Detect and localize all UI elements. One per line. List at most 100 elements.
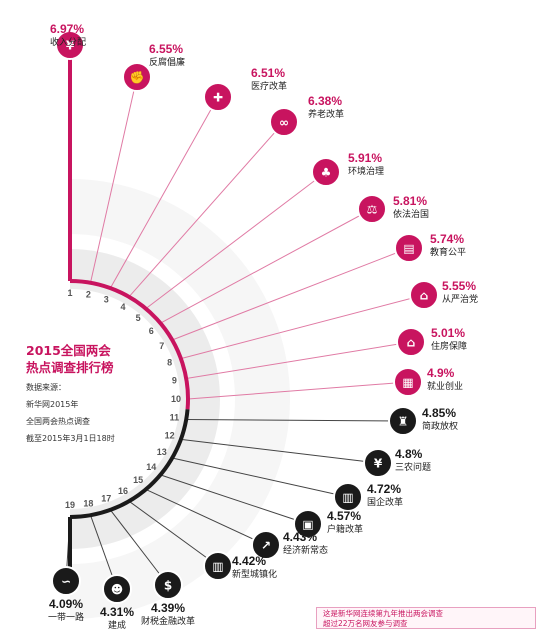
- title-block: 2015全国两会 热点调查排行榜 数据来源： 新华网2015年 全国两会热点调查…: [26, 342, 186, 444]
- marker-circle-18: [102, 574, 132, 604]
- marker-circle-16: [203, 551, 233, 581]
- rank-number-1: 1: [67, 288, 72, 298]
- wheat-icon: ¥: [374, 457, 383, 471]
- spoke-11: [186, 418, 404, 422]
- spoke-3: [109, 96, 219, 289]
- road-icon: ∽: [61, 575, 71, 589]
- spoke-15: [145, 488, 267, 546]
- spoke-5: [145, 171, 327, 310]
- marker-circle-4: [269, 107, 299, 137]
- ranking-item-10: ▦ 4.9%就业创业: [393, 366, 463, 397]
- rank-number-17: 17: [101, 494, 111, 504]
- value-label-19: 4.09%: [49, 597, 83, 611]
- source-line-2: 新华网2015年: [26, 400, 79, 409]
- spoke-14: [160, 474, 309, 525]
- rank-number-19: 19: [65, 500, 75, 510]
- marker-circle-3: [203, 82, 233, 112]
- value-label-13: 4.72%: [367, 482, 401, 496]
- ranking-item-7: ▤ 5.74%教育公平: [394, 232, 466, 263]
- value-label-10: 4.9%: [427, 366, 455, 380]
- rank-number-7: 7: [159, 341, 164, 351]
- background-mask: [0, 0, 70, 630]
- ranking-item-18: ☻ 4.31%建成: [100, 574, 134, 630]
- ranking-item-17: $4.39%财税金融改革: [141, 570, 195, 627]
- marker-circle-15: [251, 530, 281, 560]
- rank-number-10: 10: [171, 394, 181, 404]
- money-bag-icon: ¥: [66, 39, 75, 53]
- ranking-item-16: ▥ 4.42%新型城镇化: [203, 551, 277, 581]
- ranking-item-12: ¥4.8%三农问题: [363, 447, 431, 478]
- ranking-item-14: ▣ 4.57%户籍改革: [293, 509, 363, 539]
- title-line-2: 热点调查排行榜: [26, 360, 114, 375]
- spoke-4: [128, 121, 285, 298]
- ranking-item-4: ∞ 6.38%养老改革: [269, 94, 344, 137]
- value-label-9: 5.01%: [431, 326, 465, 340]
- spoke-10: [187, 381, 409, 400]
- ranking-item-3: ✚ 6.51%医疗改革: [203, 66, 287, 112]
- marker-circle-12: [363, 448, 393, 478]
- rank-number-11: 11: [170, 412, 180, 422]
- spoke-12: [180, 438, 379, 464]
- people-icon: ☻: [111, 583, 124, 597]
- value-label-3: 6.51%: [251, 66, 285, 80]
- source-line-1: 数据来源：: [26, 383, 66, 392]
- ranking-item-9: ⌂ 5.01%住房保障: [396, 326, 467, 357]
- rank-number-3: 3: [104, 294, 109, 304]
- marker-circle-13: [333, 482, 363, 512]
- value-label-11: 4.85%: [422, 406, 456, 420]
- leaf-icon: ♣: [321, 166, 332, 180]
- category-label-11: 简政放权: [422, 420, 458, 432]
- category-label-4: 养老改革: [308, 108, 344, 120]
- category-label-6: 依法治国: [393, 208, 429, 220]
- category-label-2: 反腐倡廉: [149, 56, 185, 68]
- ranking-item-11: ♜ 4.85%简政放权: [388, 406, 458, 436]
- category-label-5: 环境治理: [348, 165, 384, 177]
- value-label-7: 5.74%: [430, 232, 464, 246]
- fist-icon: ✊: [130, 71, 145, 85]
- marker-circle-11: [388, 406, 418, 436]
- rank-number-13: 13: [157, 447, 167, 457]
- city-icon: ▥: [212, 560, 223, 574]
- category-label-12: 三农问题: [395, 461, 431, 473]
- footnote-line-2: 超过22万名网友参与调查: [323, 618, 408, 628]
- marker-circle-7: [394, 233, 424, 263]
- factory-icon: ▥: [342, 491, 353, 505]
- value-label-4: 6.38%: [308, 94, 342, 108]
- spoke-8: [180, 294, 425, 360]
- value-label-18: 4.31%: [100, 605, 134, 619]
- source-line-3: 全国两会热点调查: [26, 417, 90, 426]
- marker-circle-10: [393, 367, 423, 397]
- building-icon: ⌂: [420, 289, 429, 303]
- ranking-item-2: ✊ 6.55%反腐倡廉: [122, 42, 185, 92]
- rank-number-8: 8: [167, 358, 172, 368]
- calculator-icon: ▦: [402, 376, 413, 390]
- ranking-item-5: ♣ 5.91%环境治理: [311, 151, 384, 187]
- ranking-item-8: ⌂ 5.55%从严治党: [409, 279, 478, 310]
- category-label-3: 医疗改革: [251, 80, 287, 92]
- spoke-17: [109, 509, 169, 586]
- rank-number-6: 6: [149, 326, 154, 336]
- spoke-16: [128, 500, 219, 567]
- value-label-8: 5.55%: [442, 279, 476, 293]
- marker-circle-8: [409, 280, 439, 310]
- marker-circle-5: [311, 157, 341, 187]
- gavel-icon: ⚖: [367, 203, 378, 217]
- footnote-box: 这是新华网连续第九年推出两会调查 超过22万名网友参与调查: [316, 607, 536, 629]
- rank-number-9: 9: [172, 376, 177, 386]
- rank-number-12: 12: [165, 430, 175, 440]
- source-line-4: 截至2015年3月1日18时: [26, 434, 115, 443]
- ranking-item-13: ▥ 4.72%国企改革: [333, 482, 403, 512]
- rank-number-15: 15: [133, 475, 143, 485]
- category-label-19: 一带一路: [48, 611, 84, 623]
- value-label-15: 4.43%: [283, 530, 317, 544]
- category-label-8: 从严治党: [442, 293, 478, 305]
- value-label-17: 4.39%: [151, 601, 185, 615]
- value-label-14: 4.57%: [327, 509, 361, 523]
- ranking-item-15: ↗ 4.43%经济新常态: [251, 530, 328, 560]
- rank-number-18: 18: [83, 498, 93, 508]
- marker-circle-6: [357, 194, 387, 224]
- category-label-14: 户籍改革: [327, 523, 363, 535]
- value-label-16: 4.42%: [232, 554, 266, 568]
